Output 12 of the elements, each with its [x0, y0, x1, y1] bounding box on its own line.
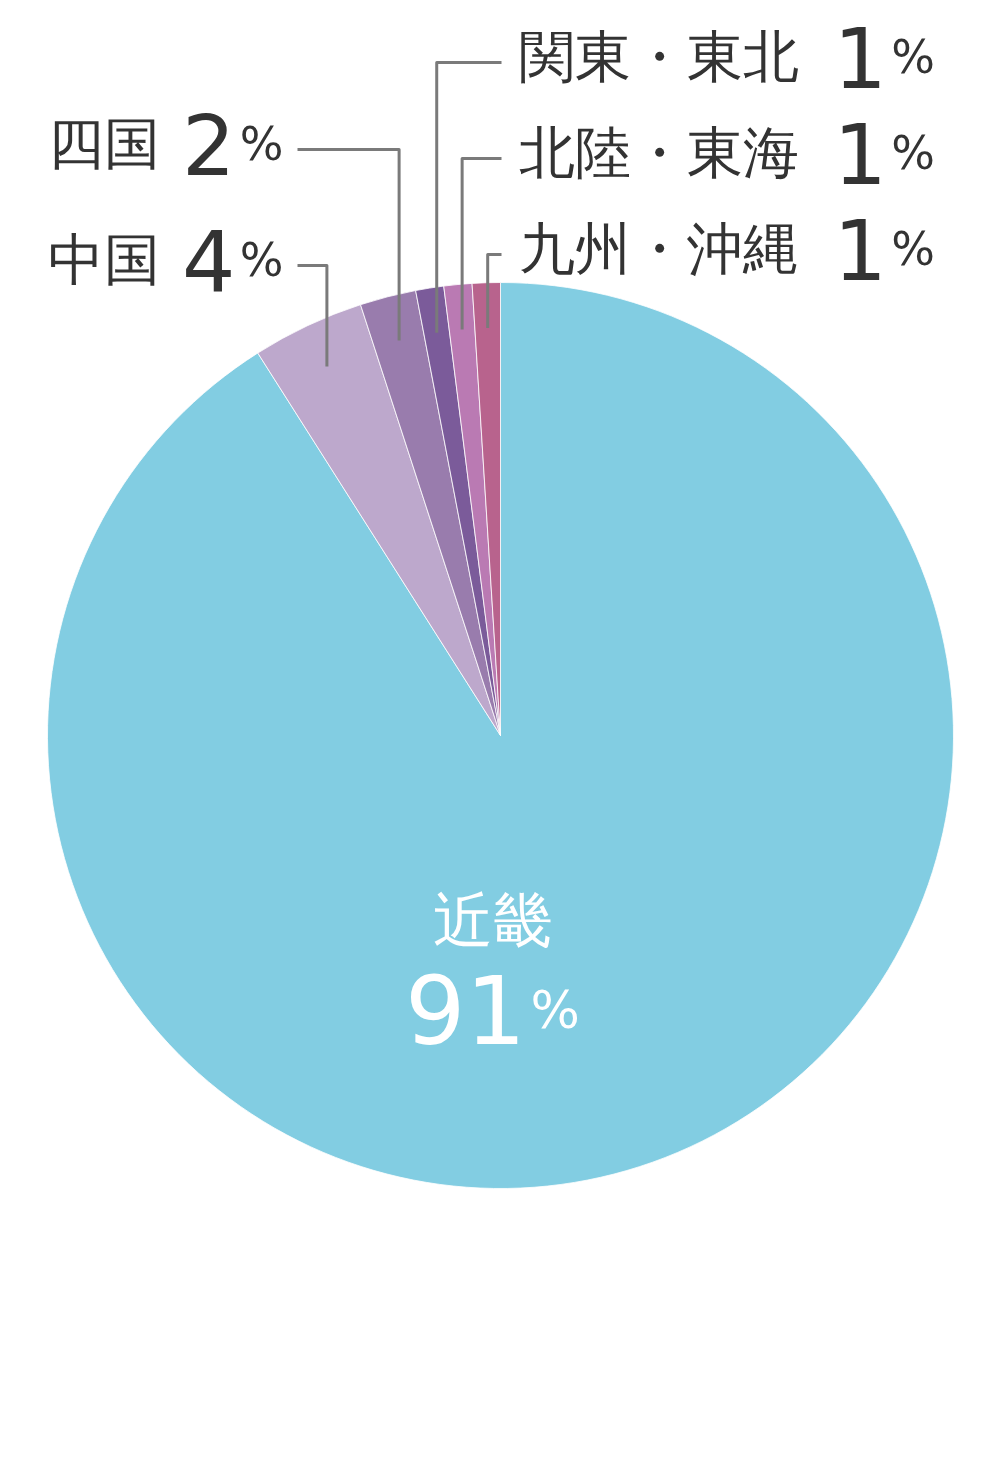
data-label: 2% [182, 96, 284, 195]
slice-label: 近畿 [432, 884, 553, 955]
data-label: 1% [833, 201, 935, 300]
data-label: 4% [182, 212, 284, 311]
slice-label: 中国 [48, 227, 161, 292]
slice-label: 関東・東北 [518, 24, 799, 89]
slice-label: 四国 [48, 111, 161, 176]
slice-label: 北陸・東海 [518, 120, 799, 185]
data-label: 91% [405, 956, 581, 1066]
data-label: 1% [833, 105, 935, 204]
slice-label: 九州・沖縄 [518, 216, 799, 281]
data-label: 1% [833, 9, 935, 108]
